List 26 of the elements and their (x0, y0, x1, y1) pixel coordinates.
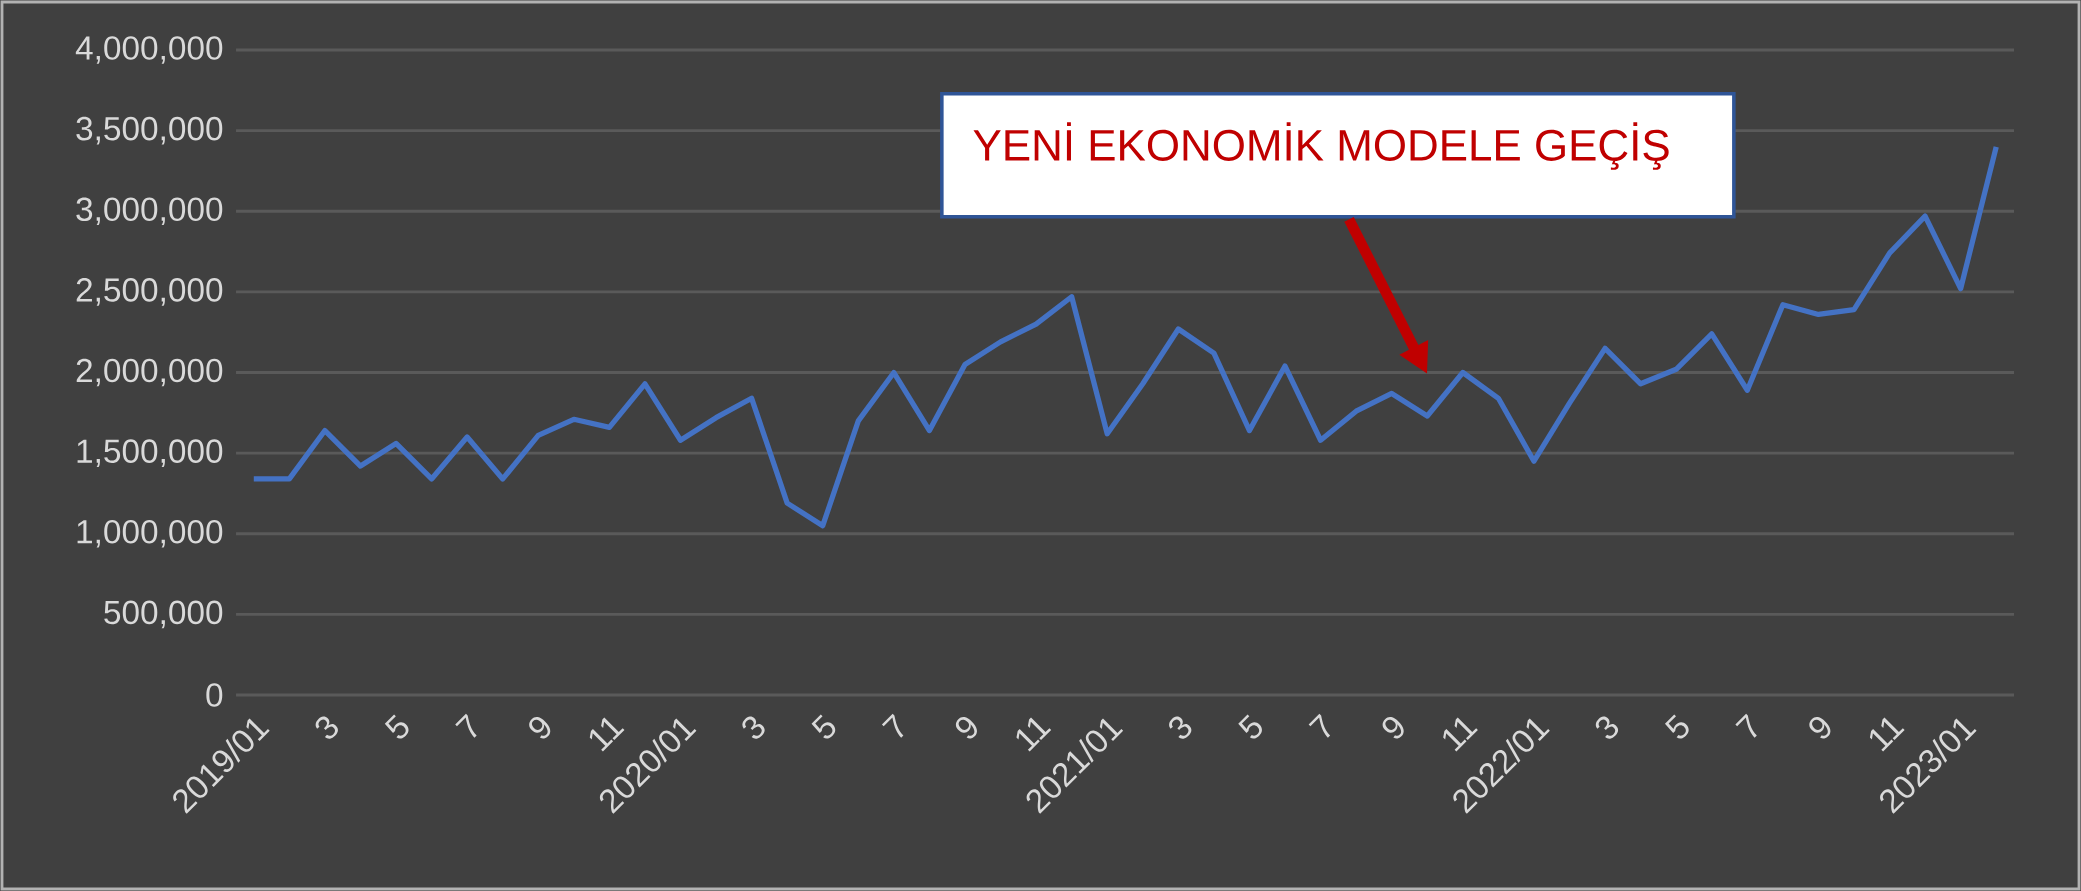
y-tick-label: 4,000,000 (75, 36, 223, 64)
x-tick-label: 3 (1595, 716, 1619, 739)
x-tick-label: 5 (1664, 714, 1689, 739)
annotation: YENİ EKONOMİK MODELE GEÇİŞ (973, 122, 1669, 170)
x-tick-label: 9 (955, 716, 977, 739)
x-tick-label: 3 (742, 716, 765, 739)
x-tick-label: 3 (315, 716, 338, 739)
y-tick-label: 0 (206, 683, 223, 707)
x-tick-label: 7 (1308, 713, 1331, 738)
y-tick-label: 3,000,000 (76, 197, 223, 226)
x-tick-label: 7 (1735, 713, 1757, 738)
x-tick-label: 5 (1238, 714, 1262, 739)
x-tick-label: 9 (1809, 716, 1831, 739)
x-tick-label: 9 (1382, 716, 1404, 739)
y-tick-label: 2,500,000 (76, 278, 223, 306)
x-tick-label: 7 (881, 713, 904, 738)
y-tick-label: 3,500,000 (76, 116, 223, 145)
y-tick-label: 500,000 (104, 600, 223, 629)
y-tick-label: 1,000,000 (77, 519, 223, 548)
x-tick-label: 5 (384, 714, 409, 739)
x-tick-label: 9 (529, 716, 551, 739)
x-tick-label: 5 (811, 714, 836, 739)
x-tick-label: 7 (455, 713, 477, 738)
y-tick-label: 1,500,000 (77, 439, 223, 467)
y-tick-label: 2,000,000 (76, 358, 223, 387)
x-tick-label: 3 (1169, 716, 1192, 739)
